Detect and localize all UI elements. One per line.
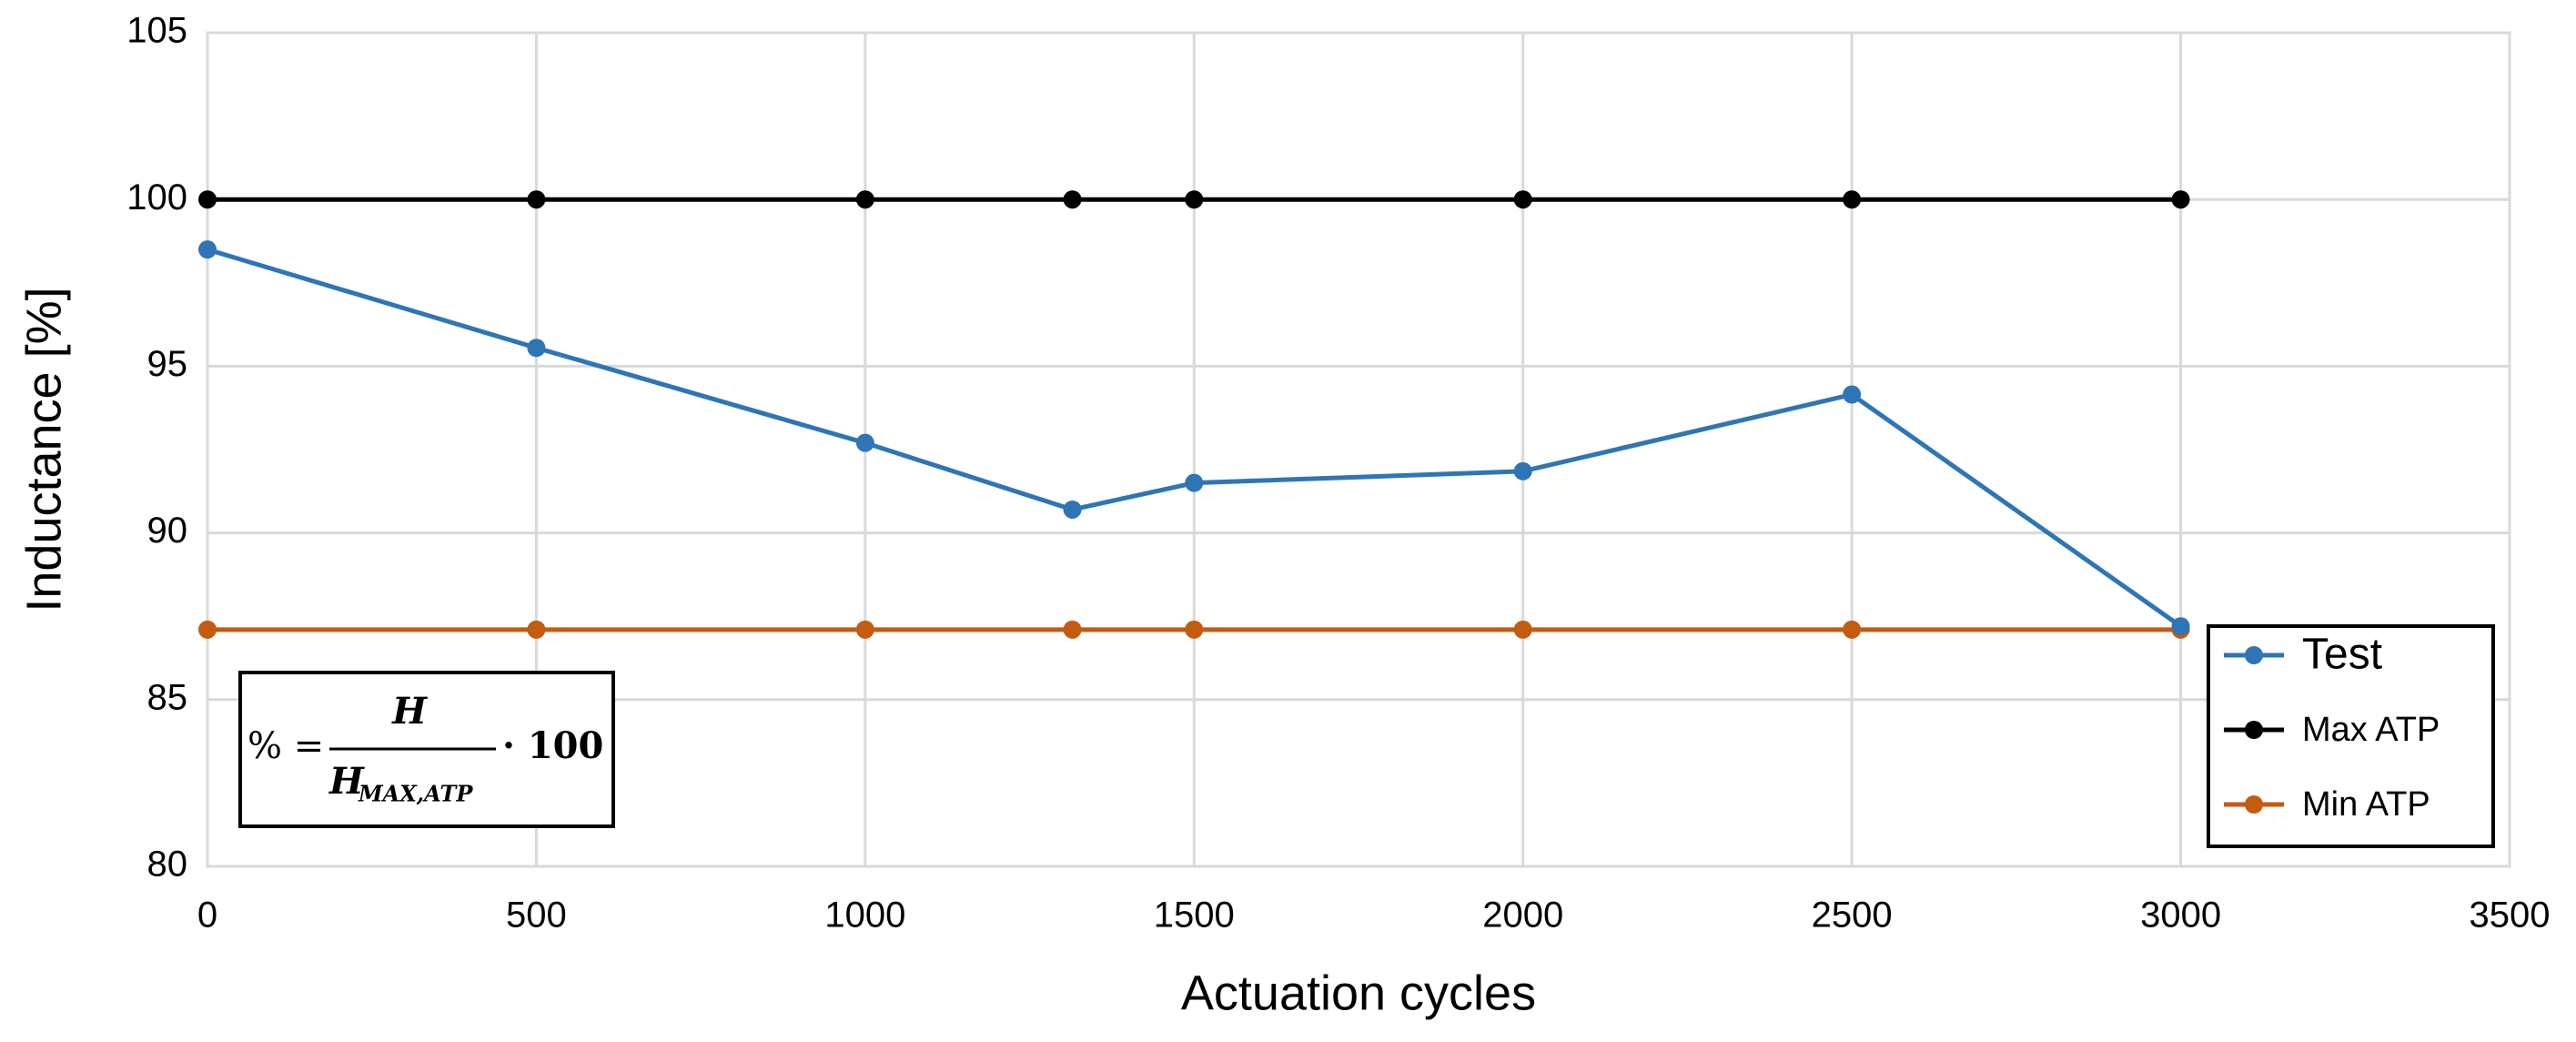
formula-subscript: MAX,ATP [358,781,473,807]
data-point [527,620,546,639]
data-point [527,190,546,209]
legend-label: Test [2302,631,2382,679]
data-point [855,433,874,452]
data-point [855,190,874,209]
y-tick-label: 80 [147,845,188,885]
y-tick-label: 85 [147,677,188,717]
legend-marker [2245,721,2263,739]
x-axis-title: Actuation cycles [1181,966,1536,1020]
y-tick-label: 100 [126,177,187,218]
y-tick-label: 105 [126,11,187,51]
data-point [1063,190,1082,209]
data-point [198,240,217,259]
data-point [855,620,874,639]
legend: Test Max ATP Min ATP [2207,624,2495,848]
data-point [1513,190,1532,209]
x-tick-label: 1500 [1154,895,1235,936]
data-point [527,339,546,358]
legend-label: Max ATP [2302,711,2440,749]
plot-frame [206,31,2511,868]
data-point [1063,500,1082,519]
formula-denominator: H [328,760,365,803]
data-point [198,620,217,639]
x-tick-label: 0 [197,895,217,936]
x-tick-label: 3000 [2140,895,2221,936]
x-tick-label: 2000 [1482,895,1563,936]
formula-lhs: % = [247,725,324,767]
data-point [2171,617,2190,636]
y-tick-label: 95 [147,344,188,384]
data-point [1185,620,1204,639]
data-point [1513,461,1532,481]
formula-numerator: H [391,690,428,733]
legend-marker [2245,646,2263,664]
data-point [2171,190,2190,209]
data-point [1843,620,1862,639]
data-point [198,190,217,209]
x-tick-label: 1000 [824,895,905,936]
y-axis-title: Inductance [%] [16,287,71,612]
data-point [1843,385,1862,404]
data-point [1185,190,1204,209]
x-tick-label: 3500 [2470,895,2551,936]
data-point [1843,190,1862,209]
series-line [207,247,2183,629]
data-point [1513,620,1532,639]
data-point [1185,473,1204,492]
x-tick-label: 500 [506,895,567,936]
data-point [1063,620,1082,639]
formula-factor: · 100 [502,724,603,767]
y-tick-label: 90 [147,511,188,551]
x-tick-label: 2500 [1812,895,1893,936]
legend-marker [2245,795,2263,814]
legend-label: Min ATP [2302,785,2430,824]
